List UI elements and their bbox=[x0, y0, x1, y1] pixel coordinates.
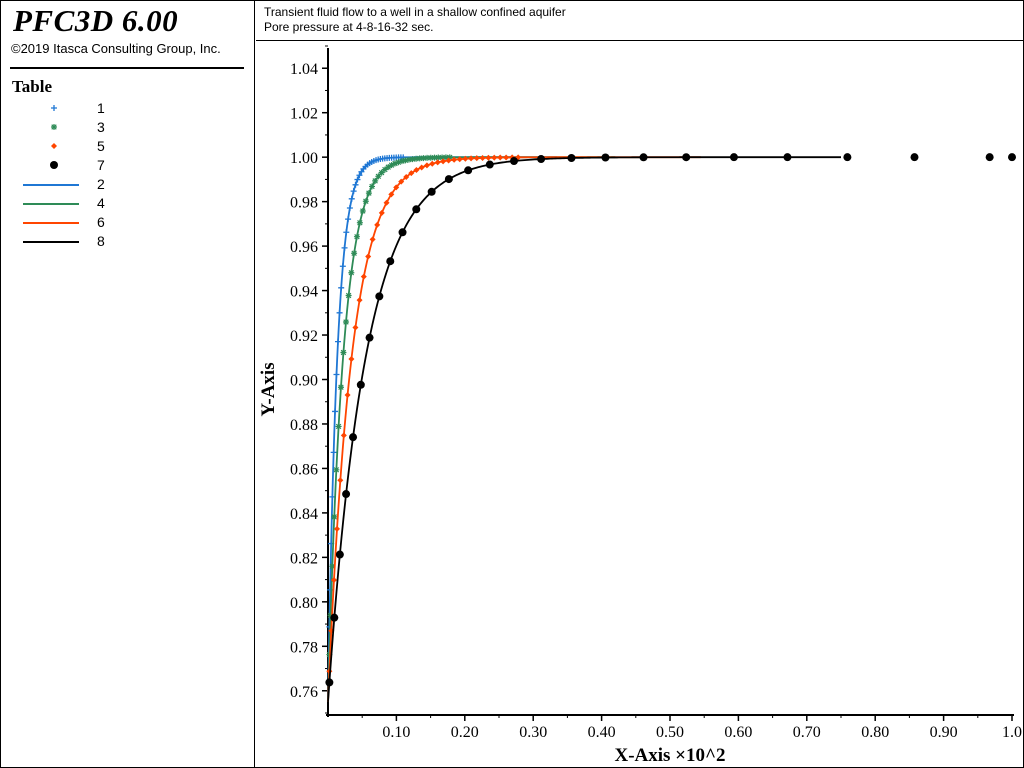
copyright-text: ©2019 Itasca Consulting Group, Inc. bbox=[11, 41, 221, 56]
y-tick-label: 0.80 bbox=[290, 595, 318, 612]
axes: 0.76 0.78 0.80 0.82 0.84 0.86 0.88 0.90 0.92 0.94… bbox=[258, 45, 1022, 766]
legend-swatch bbox=[23, 203, 79, 205]
y-tick-label: 0.86 bbox=[290, 461, 318, 478]
plot-header: Transient fluid flow to a well in a shal… bbox=[256, 1, 1023, 41]
x-tick-label: 1.0 bbox=[1002, 724, 1022, 741]
y-tick-label: 0.76 bbox=[290, 684, 318, 701]
legend-marker bbox=[51, 124, 57, 130]
y-tick-label: 1.02 bbox=[290, 106, 318, 123]
x-tick-label: 0.90 bbox=[930, 724, 958, 741]
series-line bbox=[327, 156, 841, 702]
app-title: PFC3D 6.00 bbox=[13, 3, 179, 38]
y-tick-label: 0.78 bbox=[290, 639, 318, 656]
divider bbox=[10, 67, 244, 69]
series-7 bbox=[325, 153, 1016, 687]
x-axis-label: X-Axis ×10^2 bbox=[614, 745, 725, 766]
series-8 bbox=[327, 156, 841, 702]
legend-label: 7 bbox=[97, 157, 105, 173]
y-tick-label: 0.82 bbox=[290, 550, 318, 567]
data-point bbox=[843, 153, 852, 162]
legend-item-4: 4 bbox=[21, 194, 221, 212]
series-2 bbox=[327, 156, 558, 702]
y-tick-label: 1.04 bbox=[290, 61, 318, 78]
y-tick-label: 1.00 bbox=[290, 150, 318, 167]
x-tick-label: 0.60 bbox=[724, 724, 752, 741]
legend-title: Table bbox=[12, 77, 53, 96]
legend-panel: PFC3D 6.00 ©2019 Itasca Consulting Group… bbox=[1, 1, 255, 767]
legend-marker bbox=[51, 143, 57, 149]
legend-item-6: 6 bbox=[21, 213, 221, 231]
series-line bbox=[327, 156, 558, 702]
legend-item-7: 7 bbox=[21, 156, 221, 174]
legend-marker bbox=[50, 161, 58, 169]
y-tick-label: 0.98 bbox=[290, 195, 318, 212]
legend-item-1: 1 bbox=[21, 99, 221, 117]
legend-label: 8 bbox=[97, 233, 105, 249]
legend-label: 1 bbox=[97, 100, 105, 116]
y-tick-label: 0.94 bbox=[290, 284, 318, 301]
legend-swatch bbox=[23, 184, 79, 186]
x-tick-label: 0.20 bbox=[451, 724, 479, 741]
y-tick-label: 0.92 bbox=[290, 328, 318, 345]
series-6 bbox=[327, 156, 701, 702]
data-point bbox=[985, 153, 994, 162]
legend-label: 4 bbox=[97, 195, 105, 211]
y-tick-label: 0.88 bbox=[290, 417, 318, 434]
plot-title-line2: Pore pressure at 4-8-16-32 sec. bbox=[264, 20, 434, 34]
legend-swatch bbox=[51, 124, 57, 130]
legend-item-5: 5 bbox=[21, 137, 221, 155]
legend-label: 6 bbox=[97, 214, 105, 230]
y-axis-label: Y-Axis bbox=[258, 362, 279, 416]
legend-item-8: 8 bbox=[21, 232, 221, 250]
y-tick-label: 0.96 bbox=[290, 239, 318, 256]
legend-label: 3 bbox=[97, 119, 105, 135]
legend-label: 5 bbox=[97, 138, 105, 154]
series-line bbox=[327, 156, 701, 702]
legend-item-3: 3 bbox=[21, 118, 221, 136]
y-tick-label: 0.84 bbox=[290, 506, 318, 523]
legend-swatch bbox=[51, 143, 57, 149]
x-tick-label: 0.10 bbox=[382, 724, 410, 741]
series-1 bbox=[326, 154, 407, 630]
x-tick-label: 0.50 bbox=[656, 724, 684, 741]
x-tick-label: 0.70 bbox=[793, 724, 821, 741]
legend-swatch bbox=[51, 105, 57, 111]
chart-canvas: 0.76 0.78 0.80 0.82 0.84 0.86 0.88 0.90 0.92 0.94… bbox=[258, 45, 1022, 766]
legend-item-2: 2 bbox=[21, 175, 221, 193]
x-tick-label: 0.80 bbox=[861, 724, 889, 741]
legend-swatch bbox=[50, 161, 58, 169]
data-point bbox=[910, 153, 919, 162]
plot-title-line1: Transient fluid flow to a well in a shal… bbox=[264, 5, 566, 19]
legend-label: 2 bbox=[97, 176, 105, 192]
x-tick-label: 0.30 bbox=[519, 724, 547, 741]
y-tick-label: 0.90 bbox=[290, 373, 318, 390]
legend-swatch bbox=[23, 241, 79, 243]
data-point bbox=[1008, 153, 1016, 162]
legend-swatch bbox=[23, 222, 79, 224]
plot-area bbox=[325, 153, 1016, 702]
series-3 bbox=[326, 154, 453, 658]
x-tick-label: 0.40 bbox=[588, 724, 616, 741]
legend-marker bbox=[51, 105, 57, 111]
